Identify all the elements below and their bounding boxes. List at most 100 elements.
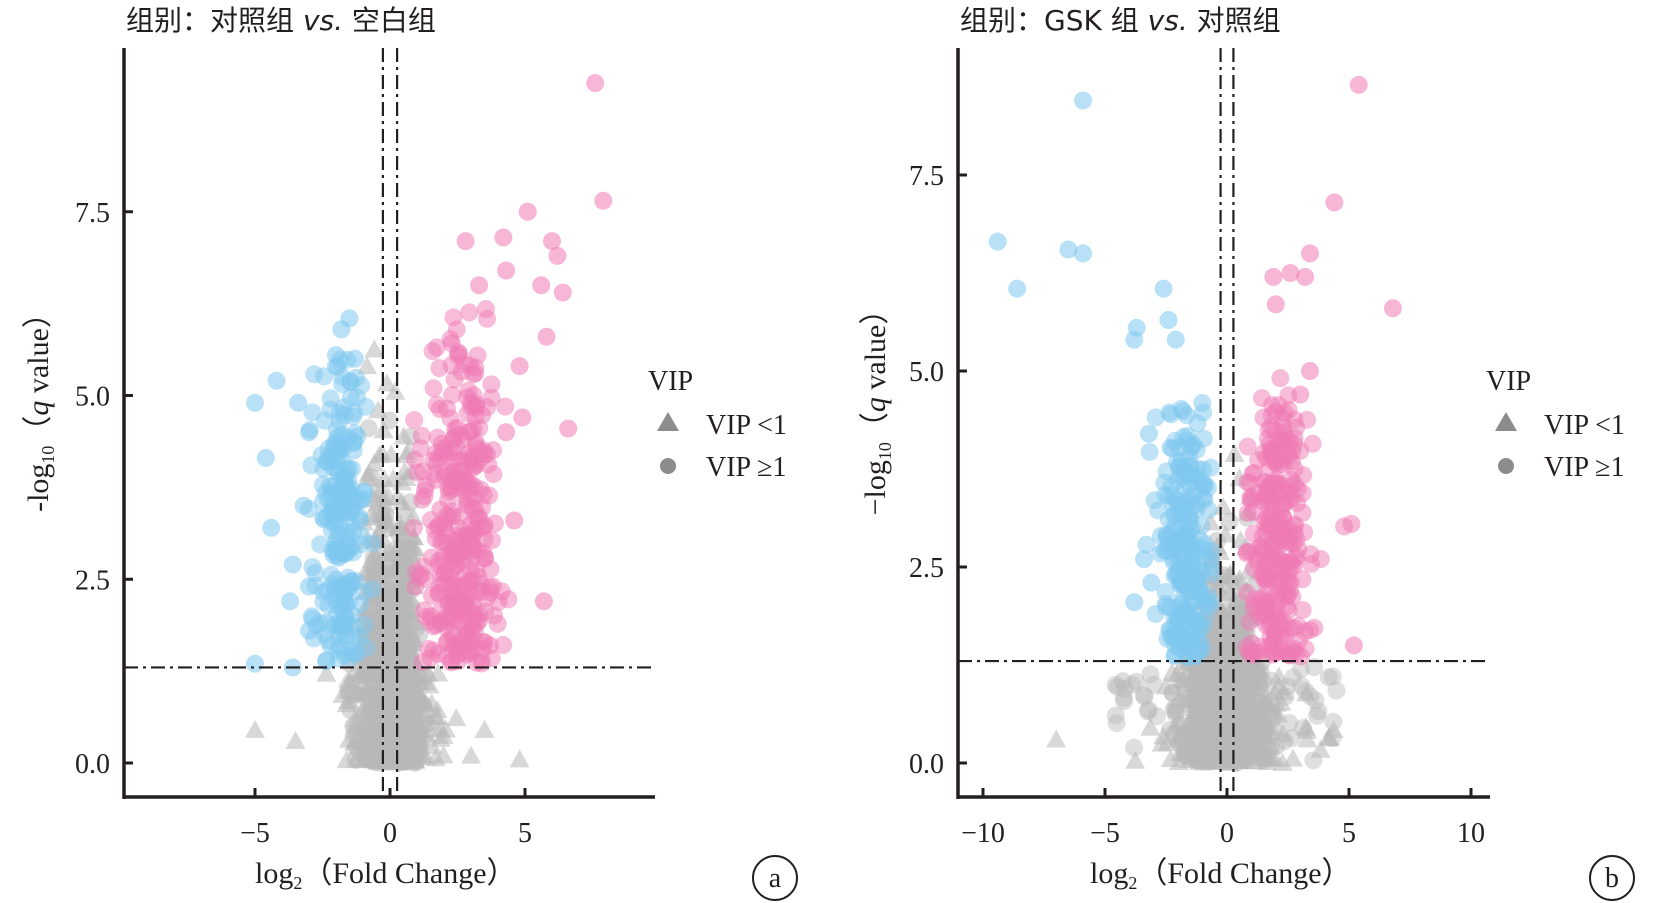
ns-circle-point	[1195, 695, 1214, 714]
y-axis-title-log: −log	[859, 460, 892, 515]
ns-triangle-point	[461, 745, 481, 764]
ns-circle-point	[1173, 662, 1192, 681]
up-regulated-point	[1288, 616, 1307, 635]
ns-circle-point	[1141, 665, 1160, 684]
down-regulated-point	[1166, 330, 1185, 349]
ns-triangle-point	[1125, 750, 1146, 769]
ns-triangle-point	[404, 628, 425, 647]
down-regulated-point	[332, 320, 351, 339]
ns-triangle-point	[1297, 729, 1318, 748]
ns-triangle-point	[1153, 726, 1174, 745]
ns-circle-point	[1163, 683, 1182, 702]
ns-triangle-point	[1169, 723, 1190, 742]
ns-triangle-point	[400, 687, 421, 706]
ns-circle-point	[1166, 698, 1185, 717]
down-regulated-point	[1145, 491, 1164, 510]
down-regulated-point	[300, 577, 318, 596]
up-regulated-point	[1263, 645, 1282, 664]
up-regulated-point	[456, 232, 475, 251]
ns-circle-point	[1138, 702, 1157, 721]
ns-triangle-point	[393, 426, 414, 445]
ns-triangle-point	[351, 682, 372, 701]
down-regulated-point	[303, 403, 322, 422]
x-axis-title-log: log	[255, 857, 293, 890]
title-part	[1188, 4, 1197, 37]
y-axis-title-rest: value）	[859, 295, 892, 397]
y-axis-title-q: q	[22, 401, 55, 416]
up-regulated-point	[1256, 509, 1275, 528]
ns-triangle-point	[396, 735, 417, 754]
up-regulated-point	[1298, 410, 1317, 429]
ns-triangle-point	[364, 339, 385, 358]
ns-circle-point	[1292, 676, 1311, 695]
up-regulated-point	[586, 74, 605, 93]
legend-title: VIP	[648, 366, 693, 397]
up-regulated-point	[458, 404, 477, 423]
ns-triangle-point	[399, 712, 420, 731]
ns-triangle-point	[403, 611, 424, 630]
down-regulated-point	[344, 434, 363, 453]
ns-circle-point	[1280, 713, 1299, 732]
up-regulated-point	[423, 342, 442, 361]
ns-triangle-point	[400, 543, 421, 562]
ns-circle-point	[1134, 686, 1153, 705]
ns-circle-point	[1284, 668, 1303, 687]
ns-circle-point	[1323, 667, 1342, 686]
down-regulated-point	[1164, 552, 1183, 571]
ns-triangle-point	[1197, 682, 1218, 701]
ns-circle-point	[1275, 732, 1294, 751]
title-part: 组别：	[960, 4, 1044, 37]
up-regulated-point	[1285, 428, 1304, 447]
ns-circle-point	[1222, 751, 1241, 770]
up-regulated-point	[559, 419, 578, 438]
up-regulated-point	[513, 408, 532, 427]
ns-triangle-point	[1215, 707, 1236, 726]
down-regulated-point	[283, 555, 302, 574]
x-tick-label: 5	[518, 818, 532, 849]
ns-triangle-point	[373, 658, 394, 677]
x-axis-title: log2（Fold Change）	[255, 857, 517, 893]
ns-triangle-point	[245, 719, 265, 738]
down-regulated-point	[321, 636, 340, 655]
ns-triangle-point	[395, 656, 416, 675]
y-axis-title-paren: （	[22, 416, 55, 446]
up-regulated-point	[447, 320, 466, 339]
y-axis-title: −log10（q value）	[859, 295, 895, 516]
up-regulated-point	[497, 423, 516, 442]
up-regulated-point	[505, 511, 524, 530]
up-regulated-point	[594, 191, 613, 210]
up-regulated-point	[1267, 521, 1286, 540]
ns-triangle-point	[357, 356, 378, 375]
up-regulated-point	[428, 518, 447, 537]
ns-circle-point	[1253, 672, 1272, 691]
ns-circle-point	[1144, 675, 1163, 694]
up-regulated-point	[1383, 299, 1402, 318]
ns-triangle-point	[358, 463, 379, 482]
down-regulated-point	[294, 496, 313, 515]
ns-circle-point	[1190, 712, 1209, 731]
down-regulated-point	[1135, 550, 1154, 569]
down-regulated-point	[1125, 593, 1144, 612]
ns-triangle-point	[1247, 732, 1268, 751]
ns-circle-point	[1186, 694, 1205, 713]
up-regulated-point	[464, 457, 483, 476]
y-axis-title-log: -log	[22, 464, 55, 512]
up-regulated-point	[488, 614, 507, 633]
down-regulated-point	[1159, 311, 1178, 330]
ns-triangle-point	[1268, 666, 1289, 685]
up-regulated-point	[464, 420, 483, 439]
down-regulated-point	[300, 621, 318, 640]
up-regulated-point	[1276, 626, 1295, 645]
up-regulated-point	[483, 577, 502, 596]
x-tick-label: −5	[240, 818, 270, 849]
ns-triangle-point	[363, 544, 384, 563]
ns-triangle-point	[425, 748, 446, 767]
up-regulated-point	[1267, 562, 1286, 581]
title-part	[343, 4, 352, 37]
ns-circle-point	[1106, 675, 1125, 694]
ns-triangle-point	[365, 715, 386, 734]
ns-circle-point	[1249, 664, 1268, 683]
up-regulated-point	[445, 450, 464, 469]
ns-triangle-point	[1140, 717, 1161, 736]
